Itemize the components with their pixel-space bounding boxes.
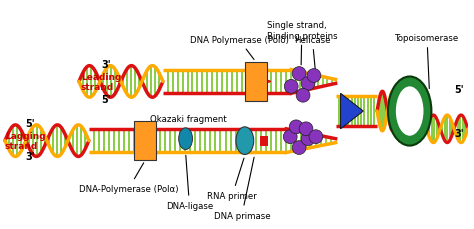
Circle shape	[301, 77, 315, 91]
Circle shape	[283, 130, 297, 144]
Circle shape	[292, 67, 306, 81]
Text: 5': 5'	[26, 118, 35, 128]
Text: Leading
strand: Leading strand	[81, 72, 121, 92]
Text: DNA-ligase: DNA-ligase	[166, 155, 213, 210]
Circle shape	[309, 130, 323, 144]
Polygon shape	[341, 94, 363, 129]
Text: Okazaki fragment: Okazaki fragment	[150, 114, 227, 129]
Circle shape	[284, 80, 298, 94]
Text: RNA primer: RNA primer	[207, 158, 257, 200]
Text: 3': 3'	[26, 152, 35, 162]
Text: DNA-Polymerase (Polα): DNA-Polymerase (Polα)	[79, 163, 179, 193]
Circle shape	[307, 69, 321, 83]
Text: 5': 5'	[454, 85, 464, 95]
Circle shape	[301, 132, 315, 146]
Text: Helicase: Helicase	[294, 36, 331, 74]
Ellipse shape	[236, 127, 254, 155]
Text: Lagging
strand: Lagging strand	[5, 131, 46, 151]
Circle shape	[289, 120, 303, 134]
Bar	[245, 63, 266, 102]
Bar	[260, 136, 267, 146]
Text: 3': 3'	[454, 128, 464, 138]
Ellipse shape	[396, 87, 423, 136]
Bar	[134, 121, 156, 161]
Text: DNA primase: DNA primase	[214, 158, 270, 220]
Circle shape	[296, 89, 310, 103]
Text: Single strand,
Binding proteins: Single strand, Binding proteins	[266, 21, 337, 65]
Ellipse shape	[179, 128, 192, 150]
Text: DNA Polymerase (Polδ): DNA Polymerase (Polδ)	[190, 36, 288, 60]
Circle shape	[292, 141, 306, 155]
Text: 3': 3'	[102, 59, 111, 69]
Ellipse shape	[388, 77, 431, 146]
Circle shape	[299, 122, 313, 136]
Text: Topoisomerase: Topoisomerase	[395, 34, 459, 89]
Text: 5': 5'	[102, 95, 111, 105]
